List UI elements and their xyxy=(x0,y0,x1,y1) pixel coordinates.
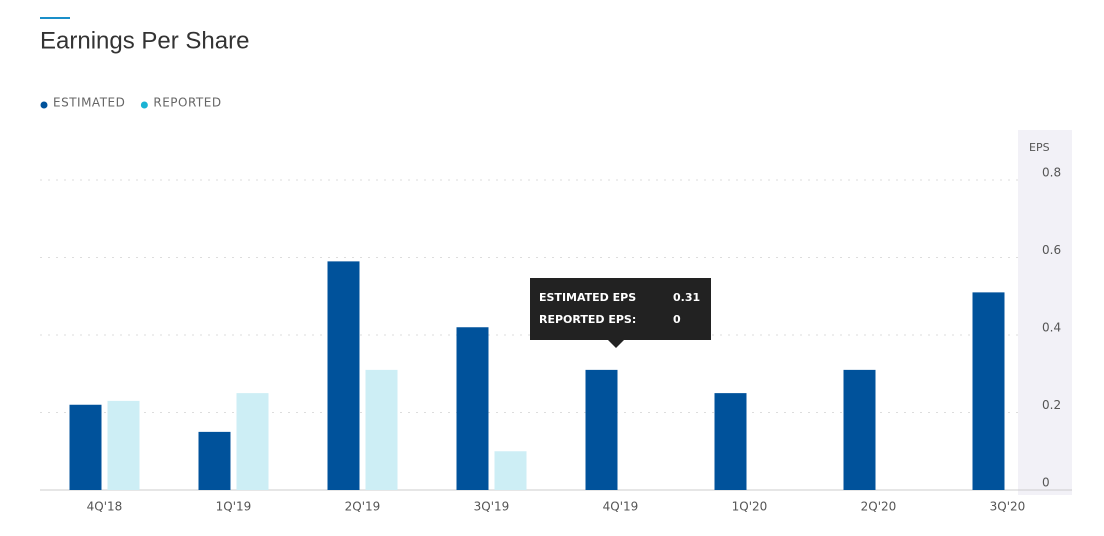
tooltip-pointer xyxy=(608,340,624,348)
bar xyxy=(585,369,618,490)
bar xyxy=(327,261,360,490)
bar xyxy=(456,327,489,490)
bar xyxy=(69,404,102,490)
title-accent xyxy=(40,17,70,19)
y-tick-label: 0.4 xyxy=(1042,321,1061,335)
legend-marker xyxy=(140,101,148,109)
x-tick-label: 3Q'20 xyxy=(990,500,1026,514)
y-tick-label: 0.8 xyxy=(1042,166,1061,180)
x-tick-label: 1Q'19 xyxy=(216,500,252,514)
axis-panel xyxy=(1018,130,1072,495)
tooltip-box xyxy=(530,278,711,340)
bar xyxy=(365,369,398,490)
bar xyxy=(494,451,527,490)
bar xyxy=(107,400,140,490)
x-tick-label: 2Q'19 xyxy=(345,500,381,514)
tooltip-value: 0.31 xyxy=(673,291,700,304)
plot: ESTIMATED REPORTED 0 0.2 0.4 0.6 0.8 4Q'18 1Q'19… xyxy=(40,96,1072,514)
x-tick-label: 2Q'20 xyxy=(861,500,897,514)
x-tick-label: 3Q'19 xyxy=(474,500,510,514)
bar xyxy=(198,431,231,490)
chart-title: Earnings Per Share xyxy=(40,27,249,54)
y-tick-label: 0.6 xyxy=(1042,243,1061,257)
tooltip-label: ESTIMATED EPS xyxy=(539,291,636,304)
x-tick-label: 4Q'18 xyxy=(87,500,123,514)
tooltip-value: 0 xyxy=(673,313,681,326)
bar xyxy=(843,369,876,490)
bar xyxy=(236,393,269,490)
x-tick-label: 1Q'20 xyxy=(732,500,768,514)
y-tick-label: 0.2 xyxy=(1042,398,1061,412)
y-axis-label: EPS xyxy=(1029,141,1050,154)
tooltip: ESTIMATED EPS 0.31 REPORTED EPS: 0 xyxy=(530,278,711,348)
legend-label: ESTIMATED xyxy=(53,96,125,110)
x-tick-label: 4Q'19 xyxy=(603,500,639,514)
legend-label: REPORTED xyxy=(153,96,221,110)
bar xyxy=(972,292,1005,490)
tooltip-label: REPORTED EPS: xyxy=(539,313,636,326)
bar xyxy=(714,393,747,490)
legend-marker xyxy=(40,101,48,109)
y-tick-label: 0 xyxy=(1042,476,1050,490)
